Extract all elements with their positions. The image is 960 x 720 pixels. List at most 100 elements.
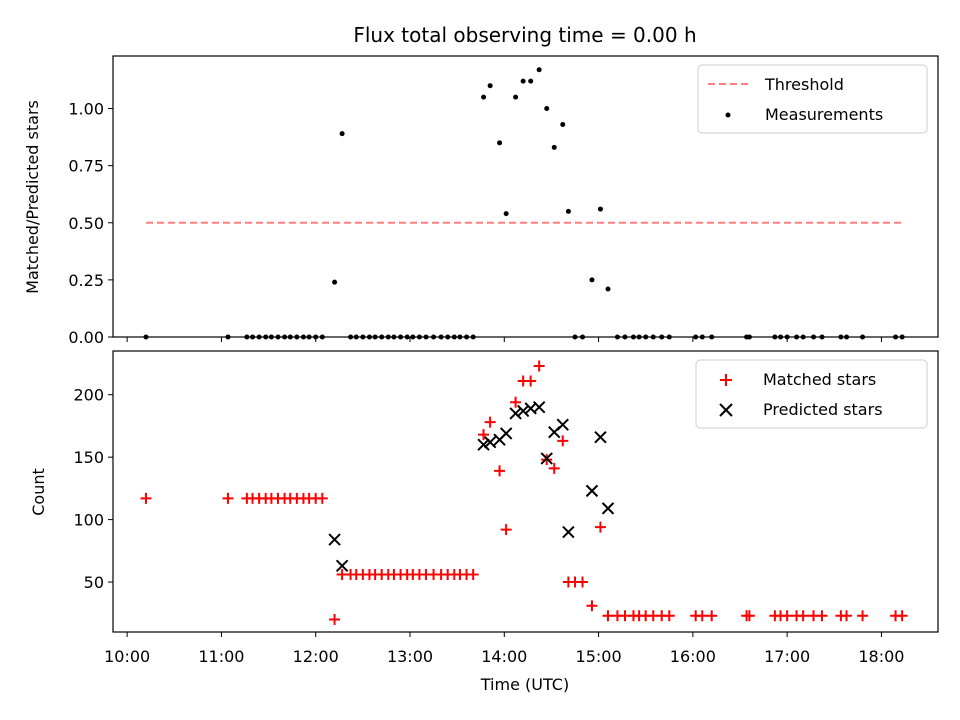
measurement-point xyxy=(410,334,416,340)
measurement-point xyxy=(372,334,378,340)
matched-star-point xyxy=(577,576,589,588)
measurement-point xyxy=(630,334,636,340)
measurement-point xyxy=(431,334,437,340)
matched-star-point xyxy=(467,569,479,581)
measurement-point xyxy=(565,208,571,214)
measurement-point xyxy=(811,334,817,340)
matched-legend-marker xyxy=(720,374,732,386)
matched-star-point xyxy=(896,610,908,622)
measurement-point xyxy=(332,279,338,285)
measurement-point xyxy=(353,334,359,340)
matched-star-point xyxy=(478,429,490,441)
predicted-star-point xyxy=(594,430,607,444)
measurement-point xyxy=(819,334,825,340)
matched-star-point xyxy=(743,610,755,622)
measurement-point xyxy=(800,334,806,340)
x-tick-label: 14:00 xyxy=(481,647,527,666)
matched-star-point xyxy=(857,610,869,622)
measurements-legend-marker xyxy=(725,112,731,118)
matched-star-point xyxy=(525,375,537,387)
measurement-point xyxy=(143,334,149,340)
predicted-star-point xyxy=(499,427,513,440)
matched-star-point xyxy=(510,396,522,408)
measurement-point xyxy=(597,206,603,212)
predicted-star-point xyxy=(556,418,569,431)
measurement-point xyxy=(794,334,800,340)
measurement-point xyxy=(643,334,649,340)
bottom-axes: 50 100 150 200 10:00 11:00 12:00 13:00 14:00 15:… xyxy=(29,350,939,694)
matched-star-point xyxy=(663,610,675,622)
measurement-point xyxy=(319,334,325,340)
matched-star-point xyxy=(594,521,606,533)
matched-star-point xyxy=(329,614,341,626)
matched-star-point xyxy=(557,435,569,447)
measurement-point xyxy=(287,334,293,340)
measurement-point xyxy=(360,334,366,340)
measurement-point xyxy=(709,334,715,340)
matched-star-point xyxy=(841,610,853,622)
matched-star-point xyxy=(548,462,560,474)
measurement-point xyxy=(294,334,300,340)
top-legend: Threshold Measurements xyxy=(697,64,928,134)
measurement-point xyxy=(784,334,790,340)
measurement-point xyxy=(423,334,429,340)
measurement-point xyxy=(589,277,595,283)
measurement-point xyxy=(445,334,451,340)
measurement-point xyxy=(282,334,288,340)
measurement-point xyxy=(306,334,312,340)
measurement-point xyxy=(263,334,269,340)
bottom-y-tick-label: 200 xyxy=(73,386,104,405)
measurement-point xyxy=(699,334,705,340)
measurement-point xyxy=(636,334,642,340)
measurement-point xyxy=(256,334,262,340)
x-tick-label: 10:00 xyxy=(104,647,150,666)
matched-star-point xyxy=(222,492,234,504)
matched-star-point xyxy=(586,600,598,612)
bottom-y-ticks: 50 100 150 200 xyxy=(73,386,113,592)
measurement-point xyxy=(451,334,457,340)
measurement-point xyxy=(659,334,665,340)
top-y-tick-label: 0.75 xyxy=(68,157,104,176)
bottom-y-axis-label: Count xyxy=(29,468,48,516)
measurement-point xyxy=(438,334,444,340)
matched-legend-label: Matched stars xyxy=(763,370,876,389)
measurement-point xyxy=(470,334,476,340)
predicted-star-point xyxy=(516,404,530,418)
measurement-point xyxy=(605,286,611,292)
measurement-point xyxy=(520,78,526,84)
measurement-point xyxy=(899,334,905,340)
matched-star-point xyxy=(533,360,545,372)
predicted-star-point xyxy=(532,400,546,414)
top-axes: 0.00 0.25 0.50 0.75 1.00 Matched/Predicted s… xyxy=(23,55,939,347)
measurement-point xyxy=(580,334,586,340)
predicted-legend-marker xyxy=(719,403,733,417)
measurement-point xyxy=(366,334,372,340)
measurement-point xyxy=(560,122,566,128)
measurement-point xyxy=(457,334,463,340)
measurement-point xyxy=(404,334,410,340)
matched-star-point xyxy=(494,465,506,477)
matched-star-point xyxy=(797,610,809,622)
predicted-star-point xyxy=(483,435,497,449)
measurement-point xyxy=(250,334,256,340)
x-tick-label: 18:00 xyxy=(858,647,904,666)
measurement-point xyxy=(398,334,404,340)
measurement-point xyxy=(536,67,542,73)
predicted-star-point xyxy=(477,438,490,451)
x-tick-label: 16:00 xyxy=(670,647,716,666)
measurement-point xyxy=(838,334,844,340)
matched-star-point xyxy=(316,492,328,504)
measurement-point xyxy=(300,334,306,340)
x-tick-label: 13:00 xyxy=(387,647,433,666)
measurement-point xyxy=(497,140,503,146)
predicted-star-point xyxy=(509,407,522,420)
top-plot-frame xyxy=(112,55,939,338)
measurement-point xyxy=(544,106,550,112)
top-legend-box xyxy=(697,64,928,134)
matched-star-point xyxy=(484,416,496,428)
measurement-point xyxy=(481,94,487,100)
measurement-point xyxy=(528,78,534,84)
threshold-legend-label: Threshold xyxy=(764,75,844,94)
measurement-point xyxy=(313,334,319,340)
